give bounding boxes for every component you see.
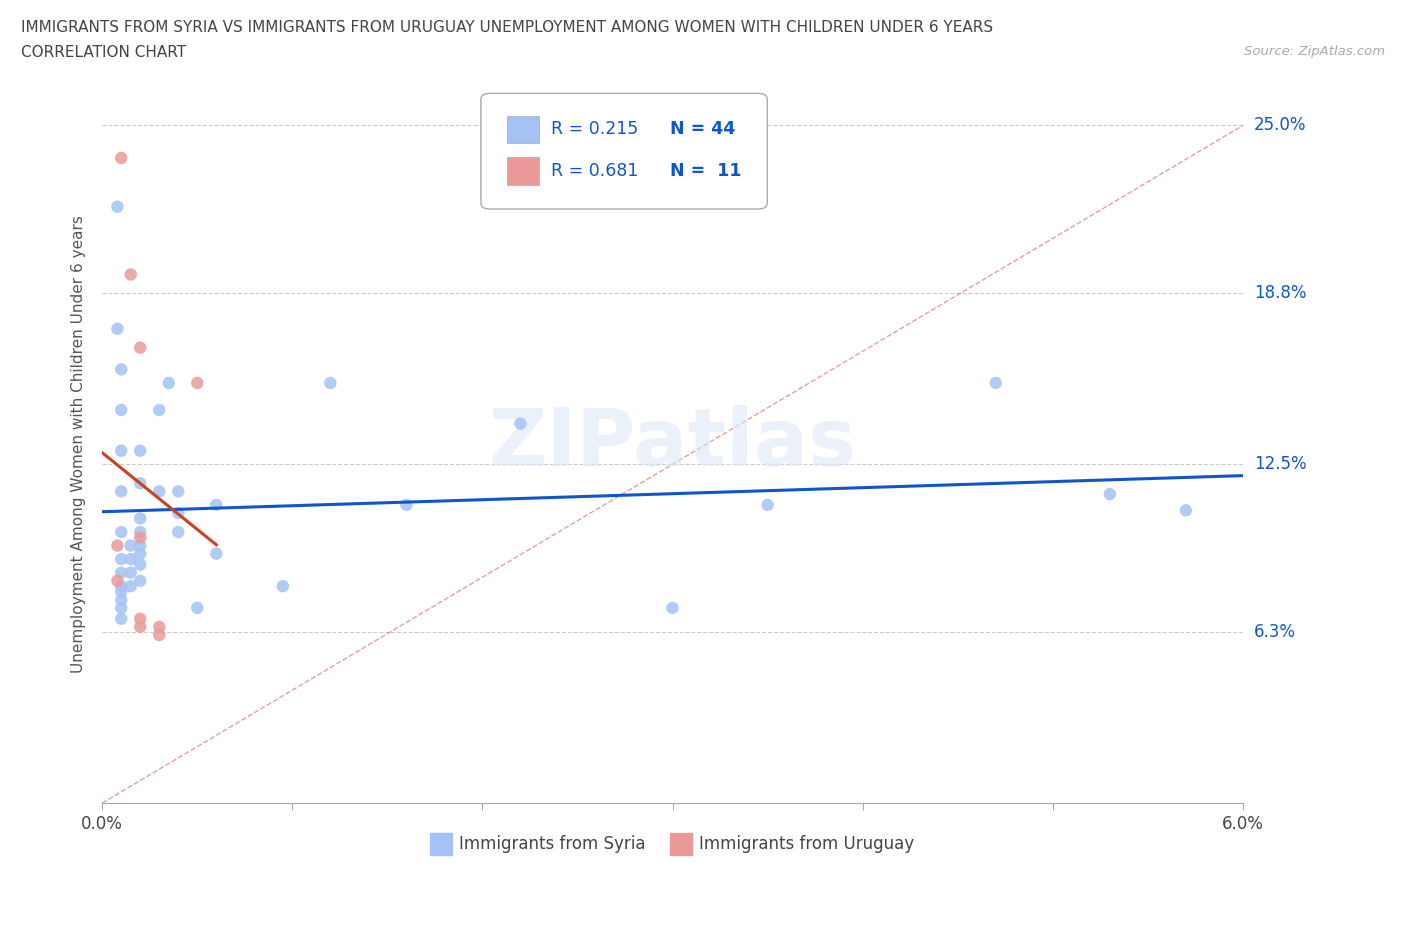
Point [129,546,152,561]
Point [186,376,208,391]
Text: 12.5%: 12.5% [1254,456,1306,473]
Legend: Immigrants from Syria, Immigrants from Uruguay: Immigrants from Syria, Immigrants from U… [425,828,921,859]
Text: N = 44: N = 44 [671,120,735,139]
Point [110,565,132,580]
Point [167,484,190,498]
Point [167,525,190,539]
Point [110,484,132,498]
Point [110,551,132,566]
Text: ZIPatlas: ZIPatlas [488,405,856,483]
Text: R = 0.215: R = 0.215 [551,120,638,139]
Point [186,601,208,616]
Point [129,476,152,491]
Point [110,578,132,593]
Point [110,601,132,616]
Point [110,403,132,418]
Point [107,199,129,214]
Text: CORRELATION CHART: CORRELATION CHART [21,45,186,60]
Point [120,267,142,282]
Point [129,525,152,539]
FancyBboxPatch shape [508,115,538,143]
Point [129,619,152,634]
Point [271,578,294,593]
Text: Source: ZipAtlas.com: Source: ZipAtlas.com [1244,45,1385,58]
Point [167,506,190,521]
Point [756,498,779,512]
Point [509,416,531,431]
FancyBboxPatch shape [481,93,768,209]
Point [110,592,132,607]
Point [205,546,228,561]
Text: 25.0%: 25.0% [1254,116,1306,135]
Text: N =  11: N = 11 [671,162,742,179]
Point [107,538,129,553]
Point [205,498,228,512]
Point [110,584,132,599]
Point [148,628,170,643]
FancyBboxPatch shape [508,157,538,184]
Point [110,525,132,539]
Point [395,498,418,512]
Point [148,403,170,418]
Text: R = 0.681: R = 0.681 [551,162,638,179]
Point [120,565,142,580]
Point [110,611,132,626]
Point [984,376,1007,391]
Point [120,538,142,553]
Point [120,578,142,593]
Point [129,557,152,572]
Point [129,340,152,355]
Text: IMMIGRANTS FROM SYRIA VS IMMIGRANTS FROM URUGUAY UNEMPLOYMENT AMONG WOMEN WITH C: IMMIGRANTS FROM SYRIA VS IMMIGRANTS FROM… [21,20,993,35]
Point [110,362,132,377]
Point [129,574,152,589]
Point [157,376,180,391]
Point [129,511,152,525]
Text: 18.8%: 18.8% [1254,285,1306,302]
Point [1098,486,1121,501]
Point [148,619,170,634]
Point [110,151,132,166]
Point [1174,503,1197,518]
Point [129,530,152,545]
Point [110,444,132,458]
Point [148,484,170,498]
Point [120,551,142,566]
Point [107,321,129,336]
Point [129,538,152,553]
Text: 6.3%: 6.3% [1254,623,1296,642]
Y-axis label: Unemployment Among Women with Children Under 6 years: Unemployment Among Women with Children U… [72,215,86,672]
Point [661,601,683,616]
Point [107,574,129,589]
Point [319,376,342,391]
Point [129,611,152,626]
Point [129,444,152,458]
